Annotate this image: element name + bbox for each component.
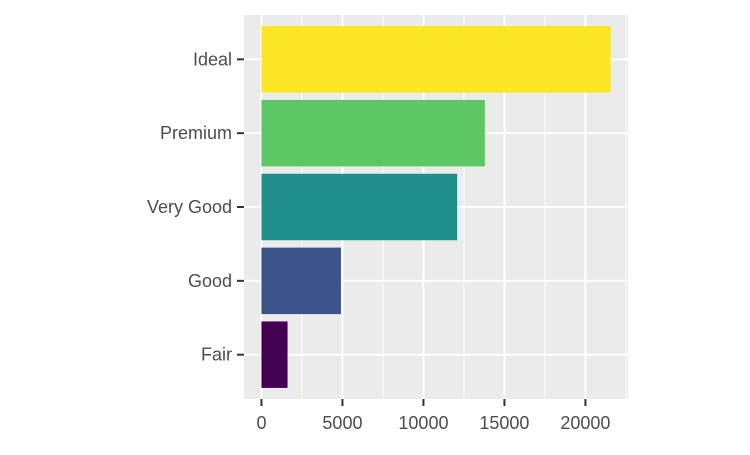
x-tick-label: 5000 [322, 413, 362, 433]
x-tick-label: 10000 [398, 413, 448, 433]
y-tick-label: Premium [160, 123, 232, 143]
x-tick-label: 0 [256, 413, 266, 433]
bar-ideal [261, 26, 611, 93]
y-tick-label: Very Good [147, 197, 232, 217]
y-axis: Fair Good Very Good Premium Ideal [147, 49, 244, 365]
y-tick-label: Ideal [193, 49, 232, 69]
bar-fair [261, 321, 288, 388]
bar-premium [261, 99, 485, 167]
x-axis: 0 5000 10000 15000 20000 [256, 399, 610, 433]
x-tick-label: 15000 [479, 413, 529, 433]
bar-good [261, 247, 341, 315]
bars-group [261, 26, 611, 388]
x-tick-label: 20000 [560, 413, 610, 433]
y-tick-label: Fair [201, 345, 232, 365]
y-tick-label: Good [188, 271, 232, 291]
bar-very-good [261, 173, 458, 241]
